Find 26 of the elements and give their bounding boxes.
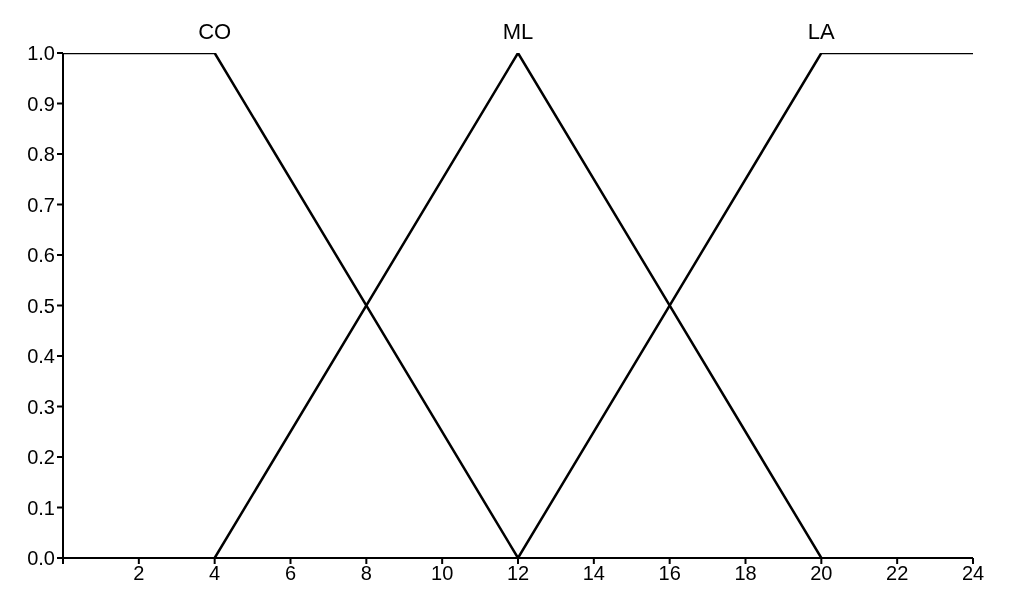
x-tick-label: 22 bbox=[886, 562, 909, 585]
series-label: CO bbox=[198, 19, 232, 44]
y-tick-label: 1.0 bbox=[27, 42, 55, 65]
x-tick-label: 20 bbox=[810, 562, 833, 585]
y-tick-label: 0.2 bbox=[27, 446, 55, 469]
x-tick-label: 2 bbox=[133, 562, 145, 585]
x-tick-label: 14 bbox=[582, 562, 605, 585]
y-tick-label: 0.9 bbox=[27, 92, 55, 115]
x-tick-label: 8 bbox=[360, 562, 372, 585]
x-tick-label: 16 bbox=[658, 562, 681, 585]
y-tick-label: 0.1 bbox=[27, 496, 55, 519]
y-tick-label: 0.5 bbox=[27, 294, 55, 317]
x-tick-label: 10 bbox=[431, 562, 454, 585]
x-tick-label: 24 bbox=[961, 562, 985, 585]
series-label: ML bbox=[502, 19, 534, 44]
x-tick-label: 6 bbox=[284, 562, 297, 585]
y-tick-label: 0.8 bbox=[27, 143, 55, 166]
series-label: LA bbox=[807, 19, 836, 44]
y-tick-label: 0.6 bbox=[27, 244, 55, 267]
x-tick-label: 4 bbox=[209, 562, 221, 585]
y-tick-label: 0.7 bbox=[27, 193, 55, 216]
x-tick-label: 12 bbox=[506, 562, 530, 585]
x-tick-label: 18 bbox=[734, 562, 757, 585]
y-tick-label: 0.0 bbox=[27, 547, 55, 570]
y-tick-label: 0.4 bbox=[27, 345, 55, 368]
y-tick-label: 0.3 bbox=[27, 395, 55, 418]
